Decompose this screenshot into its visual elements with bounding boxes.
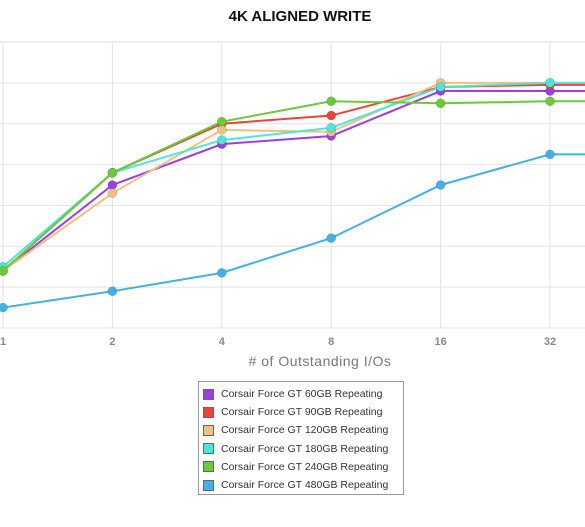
legend-item: Corsair Force GT 90GB Repeating — [203, 403, 403, 421]
series-line — [2, 81, 585, 272]
legend-item: Corsair Force GT 180GB Repeating — [203, 440, 403, 458]
x-tick-label: 4 — [219, 336, 226, 348]
legend-swatch — [203, 479, 214, 491]
x-tick-labels: 1 2 4 8 16 32 — [0, 336, 556, 348]
legend-label: Corsair Force GT 480GB Repeating — [221, 479, 389, 492]
data-point — [326, 123, 336, 133]
legend-label: Corsair Force GT 240GB Repeating — [221, 460, 389, 473]
series-lines — [0, 78, 585, 313]
series-6 — [0, 149, 585, 313]
x-tick-label: 16 — [434, 336, 446, 348]
data-point — [217, 268, 227, 278]
legend-label: Corsair Force GT 60GB Repeating — [221, 388, 383, 401]
data-point — [107, 167, 118, 178]
data-point — [217, 135, 227, 145]
data-point — [217, 116, 227, 127]
data-point — [435, 98, 446, 109]
data-point — [326, 96, 336, 106]
data-point — [217, 125, 227, 135]
legend-item: Corsair Force GT 120GB Repeating — [203, 421, 403, 439]
series-line — [2, 81, 585, 268]
legend-swatch — [203, 388, 214, 400]
series-1 — [0, 86, 585, 276]
data-point — [107, 180, 118, 190]
legend-item: Corsair Force GT 480GB Repeating — [203, 476, 403, 494]
x-tick-label: 2 — [109, 336, 115, 348]
legend-swatch — [203, 443, 214, 455]
legend-swatch — [203, 424, 214, 436]
series-4 — [0, 78, 585, 272]
data-point — [107, 188, 118, 198]
data-point — [545, 96, 555, 106]
legend-item: Corsair Force GT 240GB Repeating — [203, 458, 403, 476]
series-5 — [0, 96, 585, 276]
chart-title: 4K ALIGNED WRITE — [228, 8, 372, 25]
x-axis-label: # of Outstanding I/Os — [248, 353, 392, 369]
data-point — [0, 266, 8, 276]
data-point — [545, 149, 555, 160]
legend-label: Corsair Force GT 90GB Repeating — [221, 406, 383, 419]
data-point — [326, 110, 336, 121]
legend-swatch — [203, 461, 214, 473]
data-point — [435, 82, 446, 92]
legend-swatch — [203, 406, 214, 418]
data-point — [545, 78, 555, 88]
data-point — [435, 180, 446, 190]
series-line — [2, 153, 585, 309]
x-tick-label: 8 — [328, 336, 334, 348]
x-tick-label: 32 — [544, 336, 556, 348]
legend-label: Corsair Force GT 120GB Repeating — [221, 424, 389, 437]
series-line — [2, 83, 585, 272]
legend-label: Corsair Force GT 180GB Repeating — [221, 442, 389, 455]
legend: Corsair Force GT 60GB Repeating Corsair F… — [198, 381, 404, 495]
data-point — [326, 233, 336, 243]
data-point — [0, 302, 8, 313]
legend-item: Corsair Force GT 60GB Repeating — [203, 385, 403, 403]
data-point — [107, 286, 118, 296]
x-tick-label: 1 — [0, 336, 6, 348]
chart-plot: 1 2 4 8 16 32 — [0, 41, 585, 348]
series-line — [2, 100, 585, 272]
